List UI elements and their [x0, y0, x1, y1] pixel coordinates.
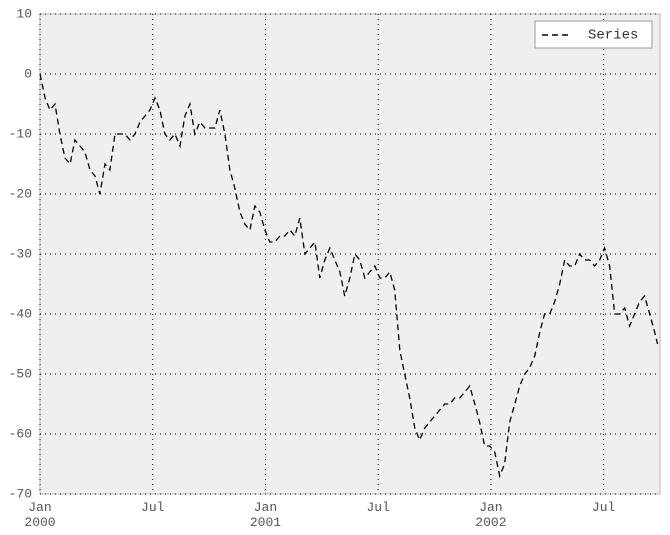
series-line — [39, 73, 659, 479]
legend-label: Series — [588, 28, 638, 44]
y-tick-label: -50 — [9, 366, 32, 381]
y-tick-label: 10 — [16, 6, 32, 21]
y-tick-label: 0 — [24, 66, 32, 81]
x-tick-label: Jul — [366, 500, 390, 515]
y-tick-label: -20 — [9, 186, 32, 201]
y-tick-label: -60 — [9, 426, 32, 441]
x-tick-label: Jan 2002 — [475, 500, 507, 530]
x-tick-label: Jul — [141, 500, 165, 515]
x-tick-label: Jan 2001 — [249, 500, 282, 530]
y-tick-label: -40 — [9, 306, 32, 321]
legend: Series — [534, 20, 653, 49]
x-tick-label: Jul — [591, 500, 616, 515]
y-tick-label: -10 — [9, 126, 32, 141]
y-tick-label: -70 — [9, 486, 32, 501]
x-tick-label: Jan 2000 — [24, 500, 56, 530]
y-tick-label: -30 — [9, 246, 32, 261]
